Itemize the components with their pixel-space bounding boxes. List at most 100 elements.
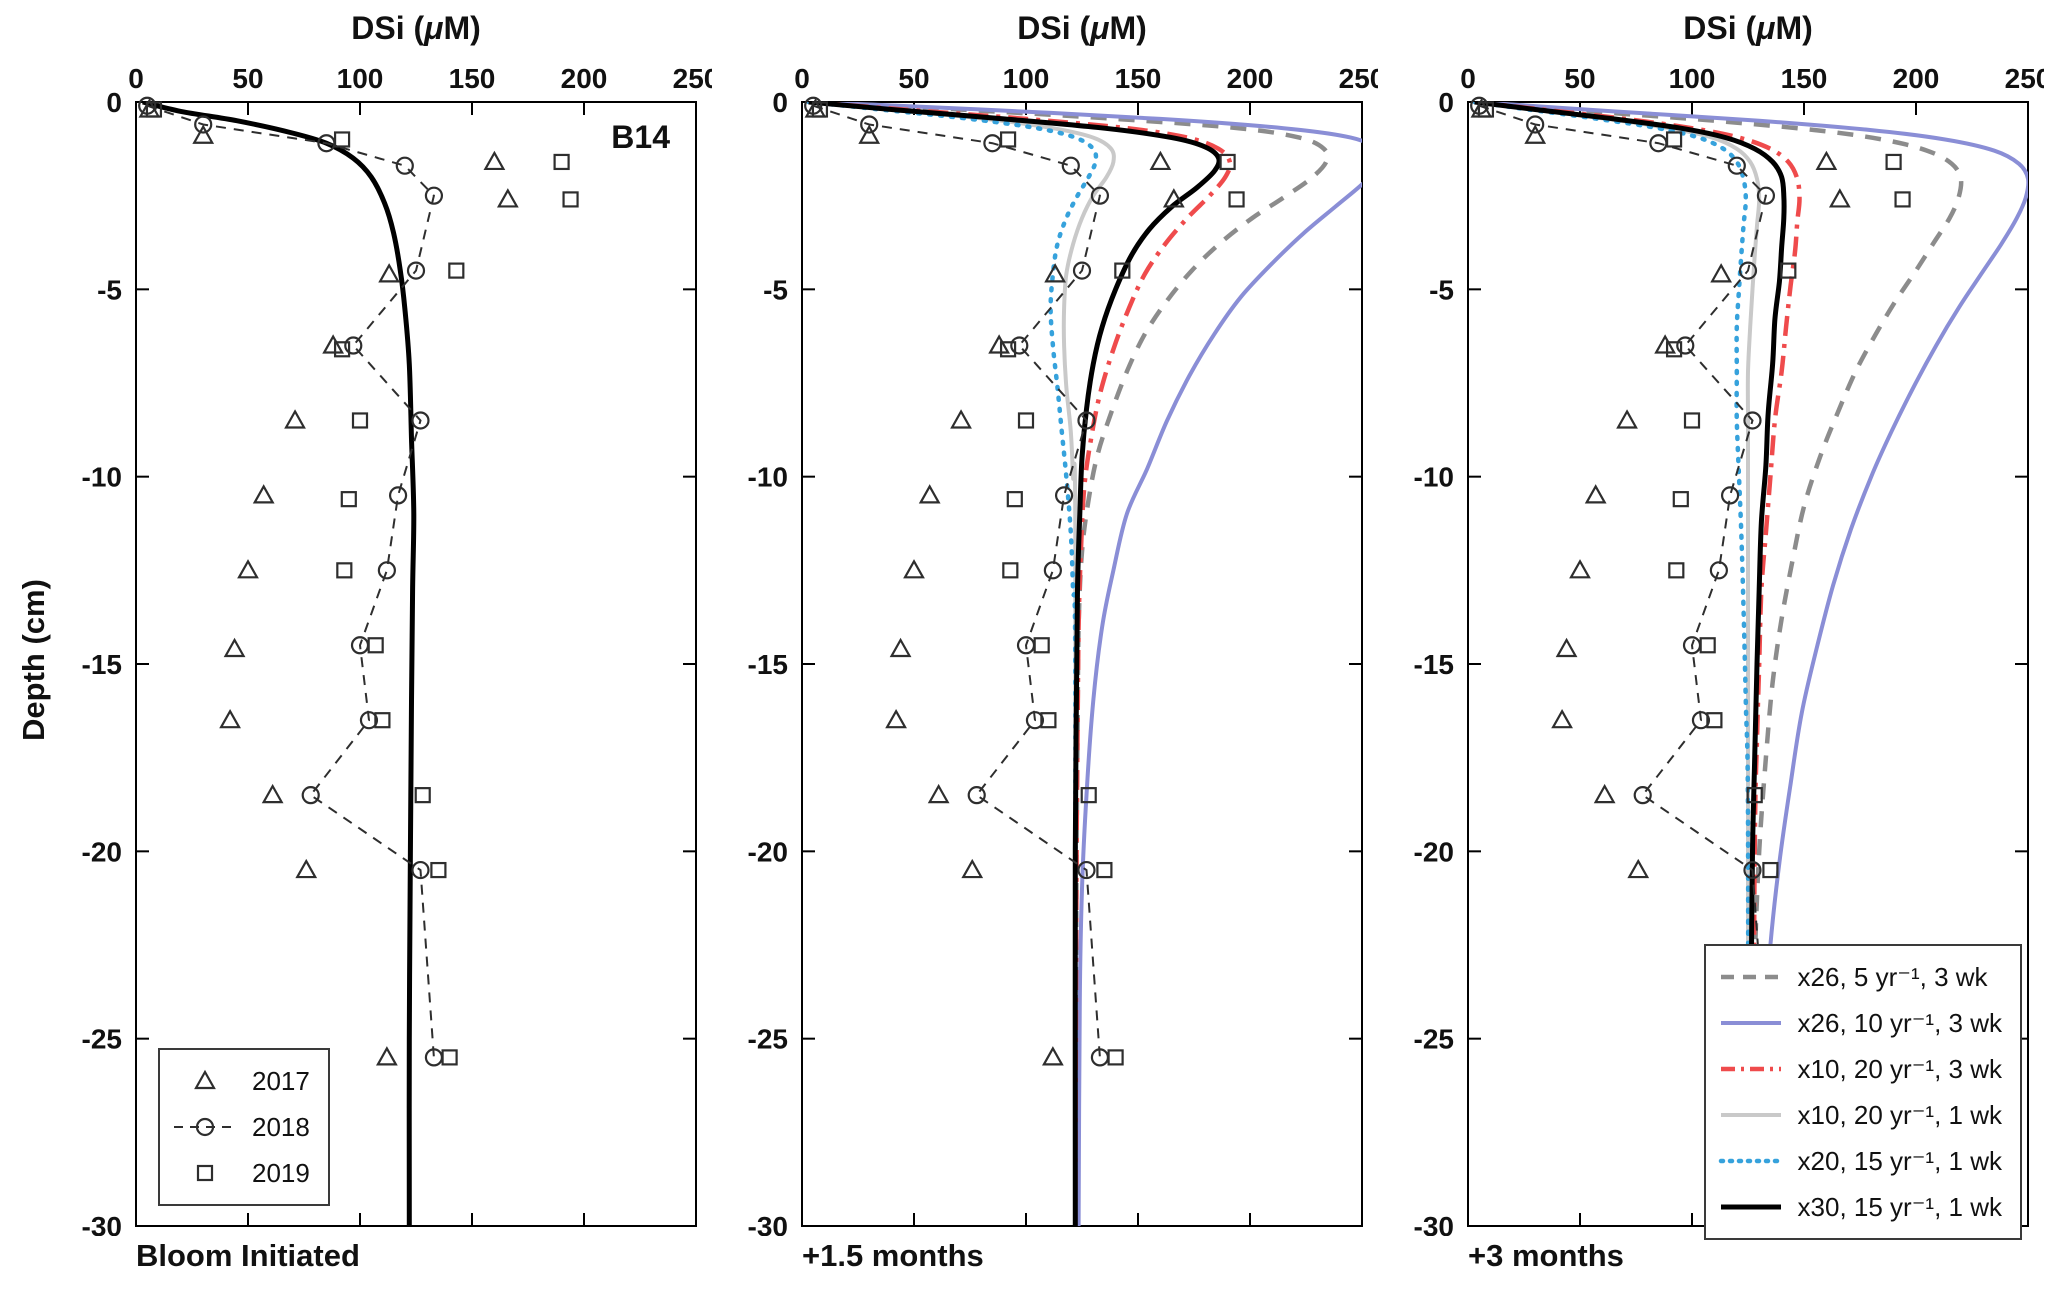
model-curve [806, 102, 1099, 1226]
model-curves [142, 102, 417, 1226]
triangle-marker [378, 263, 401, 283]
circle-marker [1709, 561, 1728, 580]
triangle-marker [1828, 188, 1851, 208]
circle-marker [411, 860, 430, 880]
triangle-marker [858, 124, 881, 144]
legend-item-model-1: x26, 10 yr⁻¹, 3 wk [1718, 1000, 2002, 1046]
y-tick-label: -5 [763, 274, 788, 305]
legend-item-label: 2019 [252, 1157, 310, 1188]
x-tick-label: 200 [561, 63, 608, 94]
circle-marker [406, 261, 426, 280]
square-marker [333, 341, 351, 358]
legend-sample-dashed-icon [1720, 974, 1781, 980]
legend-sample-circle-icon [174, 1117, 236, 1137]
circle-marker [1756, 186, 1776, 205]
x-axis-title: DSi (μM) [1468, 8, 2028, 52]
triangle-marker [261, 783, 284, 804]
circle-marker [395, 156, 414, 175]
square-marker [1033, 637, 1050, 654]
square-marker [448, 262, 465, 279]
legend-item-label: x20, 15 yr⁻¹, 1 wk [1797, 1145, 2002, 1176]
observation-series [804, 96, 1245, 1067]
square-marker [1665, 131, 1683, 148]
panel-1-5-months: DSi (μM) 0 50 100 150 200 250 0 -5 -10 -15 -20 -25 -… [718, 8, 1378, 1302]
square-marker [414, 787, 431, 804]
observation-series [138, 96, 579, 1067]
x-tick-label: 250 [673, 63, 712, 94]
y-tick-label: -30 [1414, 1211, 1454, 1236]
triangle-marker [885, 708, 907, 729]
triangle-marker [219, 708, 241, 729]
square-marker [1006, 491, 1023, 508]
triangle-marker [252, 484, 275, 504]
caption-3-months: +3 months [1468, 1238, 1624, 1273]
circle-marker [1061, 156, 1080, 175]
triangle-marker [889, 637, 912, 658]
x-tick-label: 150 [1781, 63, 1828, 94]
triangle-marker [237, 559, 259, 579]
triangle-marker [194, 1069, 216, 1090]
legend-sample-square-icon [196, 1164, 214, 1182]
circle-marker [1676, 336, 1695, 355]
x-tick-label: 0 [128, 63, 144, 94]
square-marker [999, 131, 1017, 148]
legend-sample-dashdot-icon [1720, 1066, 1781, 1072]
circle-marker [1010, 336, 1029, 355]
circle-marker [424, 186, 444, 205]
square-marker [430, 861, 447, 879]
model-curve [1472, 102, 1751, 1226]
plot-box [801, 101, 1363, 1227]
x-axis-title: DSi (μM) [802, 8, 1362, 52]
square-marker [811, 101, 829, 118]
x-tick-label: 200 [1893, 63, 1940, 94]
square-marker [336, 562, 353, 579]
x-tick-label: 200 [1227, 63, 1274, 94]
x-axis-title-post: M) [1109, 10, 1147, 46]
square-marker [196, 1164, 214, 1182]
mu-symbol: μ [1756, 10, 1776, 46]
x-axis-title-pre: DSi ( [1683, 10, 1757, 46]
square-marker [1885, 153, 1902, 171]
mu-symbol: μ [424, 10, 444, 46]
square-marker [1107, 1049, 1124, 1066]
x-tick-label: 0 [1460, 63, 1476, 94]
legend-item-2019: 2019 [172, 1150, 310, 1196]
model-curves [806, 102, 1362, 1226]
triangle-marker [918, 484, 941, 504]
circle-marker [1743, 860, 1762, 880]
triangle-marker [192, 124, 215, 144]
triangle-marker [375, 1046, 398, 1066]
circle-marker [967, 786, 986, 805]
model-curve [808, 102, 1116, 1226]
square-marker [374, 712, 391, 729]
square-marker [1080, 787, 1097, 804]
square-marker [340, 491, 357, 508]
square-marker [1040, 712, 1057, 729]
legend-item-model-0: x26, 5 yr⁻¹, 3 wk [1718, 954, 2002, 1000]
circle-marker [1743, 411, 1762, 430]
y-axis-label: Depth (cm) [16, 579, 51, 741]
square-marker [1762, 861, 1779, 879]
circle-marker [1043, 561, 1062, 580]
y-tick-label: 0 [772, 87, 788, 118]
legend-item-label: 2017 [252, 1065, 310, 1096]
circle-marker [1691, 711, 1711, 730]
x-tick-label: 250 [1339, 63, 1378, 94]
triangle-marker [950, 409, 972, 429]
square-marker [1746, 787, 1763, 804]
triangle-marker [1627, 858, 1650, 879]
model-curve [810, 102, 1330, 1226]
y-tick-label: -20 [82, 836, 122, 867]
circle-marker [1077, 411, 1096, 430]
circle-marker [1077, 860, 1096, 880]
triangle-marker [483, 150, 506, 171]
triangle-marker [223, 637, 246, 658]
x-tick-label: 150 [449, 63, 496, 94]
triangle-marker [1584, 484, 1607, 504]
circle-marker [1025, 711, 1045, 730]
model-curve [808, 102, 1222, 1226]
model-curve [142, 102, 417, 1226]
legend-sample-triangle-icon [194, 1069, 216, 1090]
triangle-marker [1593, 783, 1616, 804]
